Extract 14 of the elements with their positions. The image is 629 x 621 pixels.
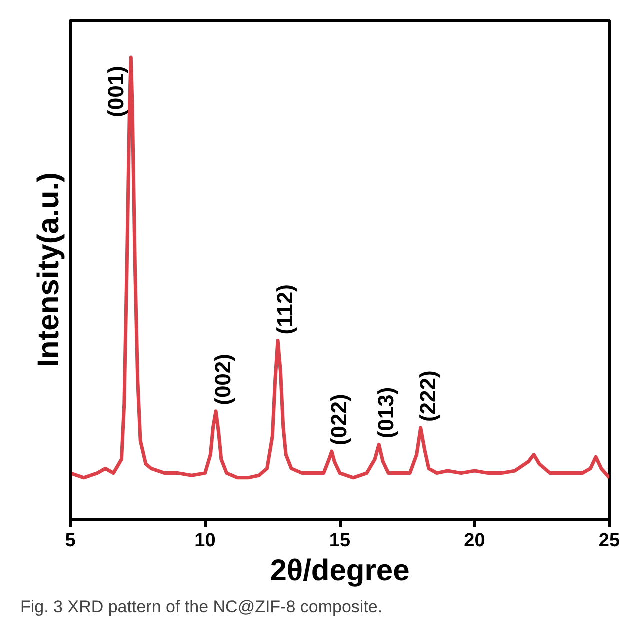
x-tick-label: 15 (329, 530, 351, 552)
x-tick-label: 10 (194, 530, 216, 552)
x-tick-label: 20 (464, 530, 486, 552)
annotation: (002) (210, 354, 236, 406)
y-axis-title: Intensity(a.u.) (32, 172, 66, 368)
annotation: (112) (272, 284, 298, 335)
annotation: (013) (374, 387, 399, 439)
x-axis-title: 2θ/degree (270, 554, 410, 588)
annotation: (001) (104, 66, 129, 118)
annotation: (022) (326, 394, 352, 446)
caption: Fig. 3 XRD pattern of the NC@ZIF-8 composite. (20, 598, 383, 616)
x-tick-label: 5 (65, 530, 76, 552)
annotation: (222) (415, 370, 440, 422)
x-tick-label: 25 (598, 530, 620, 552)
